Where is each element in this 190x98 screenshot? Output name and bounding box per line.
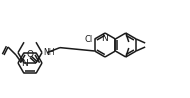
Text: Cl: Cl xyxy=(84,34,93,44)
Text: NH: NH xyxy=(43,48,55,57)
Text: N: N xyxy=(21,59,27,68)
Text: N: N xyxy=(102,34,108,43)
Text: O: O xyxy=(26,49,33,59)
